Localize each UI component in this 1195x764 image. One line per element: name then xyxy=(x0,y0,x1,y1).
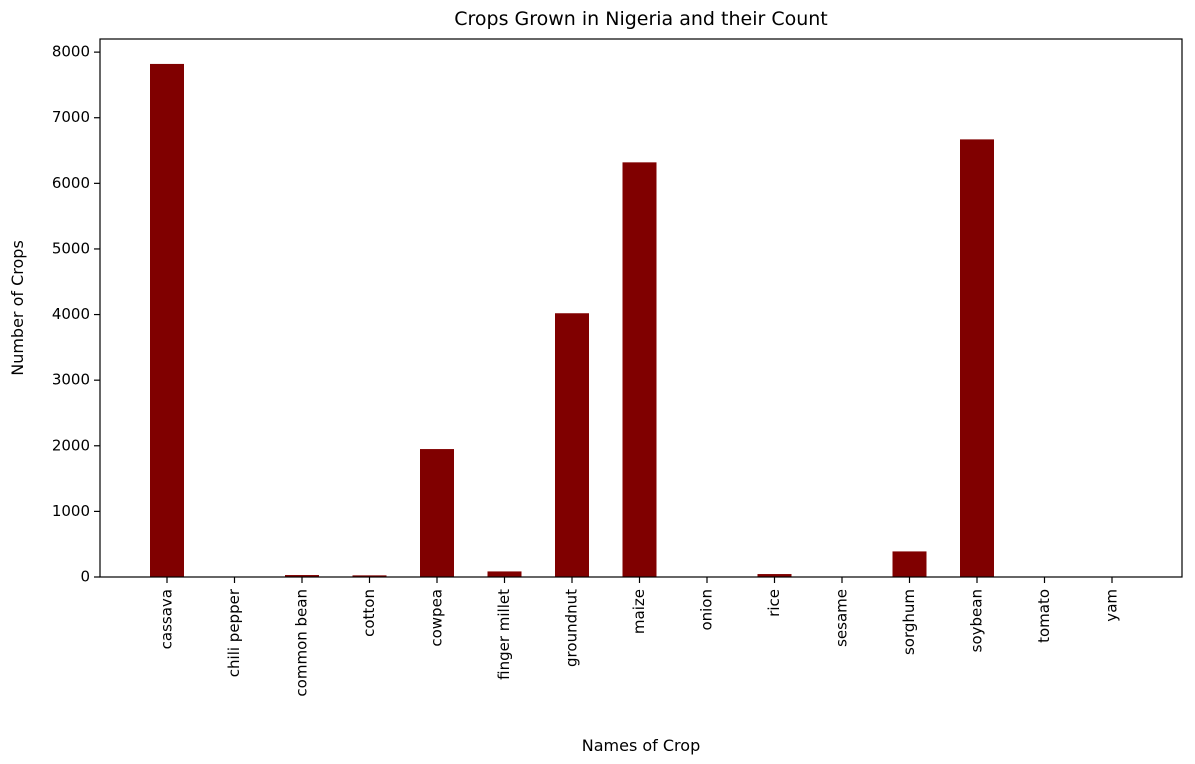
x-tick-label: tomato xyxy=(1035,589,1053,643)
bar-common-bean xyxy=(285,575,319,577)
y-tick-label: 1000 xyxy=(52,502,90,520)
bar-finger-millet xyxy=(487,571,522,577)
x-tick-label: sesame xyxy=(833,589,851,647)
x-tick-label: cotton xyxy=(360,589,378,637)
x-axis: cassava chili pepper common bean cotton cowp… xyxy=(158,577,1121,697)
bar-sorghum xyxy=(892,551,927,577)
y-tick-label: 5000 xyxy=(52,239,90,257)
y-axis-label: Number of Crops xyxy=(8,240,27,376)
x-tick-label: soybean xyxy=(968,589,986,652)
chart-title: Crops Grown in Nigeria and their Count xyxy=(454,8,828,30)
x-tick-label: rice xyxy=(765,589,783,617)
bar-cassava xyxy=(150,63,184,578)
x-tick-label: maize xyxy=(630,589,648,634)
y-tick-label: 7000 xyxy=(52,108,90,126)
bar-soybean xyxy=(960,139,994,577)
x-tick-label: sorghum xyxy=(900,589,918,655)
bars-group xyxy=(150,63,1129,578)
x-axis-label: Names of Crop xyxy=(582,736,700,755)
x-tick-label: cowpea xyxy=(428,589,446,647)
x-tick-label: chili pepper xyxy=(225,588,243,677)
plot-frame xyxy=(99,38,1183,578)
x-tick-label: onion xyxy=(698,589,716,631)
bar-rice xyxy=(757,574,792,577)
y-tick-label: 6000 xyxy=(52,174,90,192)
y-tick-label: 0 xyxy=(80,568,90,586)
bar-maize xyxy=(622,162,657,577)
y-tick-label: 2000 xyxy=(52,436,90,454)
y-tick-label: 3000 xyxy=(52,371,90,389)
y-tick-label: 8000 xyxy=(52,43,90,61)
bar-groundnut xyxy=(555,313,589,577)
y-tick-label: 4000 xyxy=(52,305,90,323)
bar-cowpea xyxy=(420,449,454,577)
bar-cotton xyxy=(352,575,387,577)
x-tick-label: groundnut xyxy=(563,589,581,667)
x-tick-label: yam xyxy=(1103,589,1121,622)
x-tick-label: finger millet xyxy=(495,589,513,680)
y-axis: 0 1000 2000 3000 4000 5000 6000 7000 8000 xyxy=(52,43,100,586)
x-tick-label: common bean xyxy=(293,589,311,697)
x-tick-label: cassava xyxy=(158,589,176,649)
